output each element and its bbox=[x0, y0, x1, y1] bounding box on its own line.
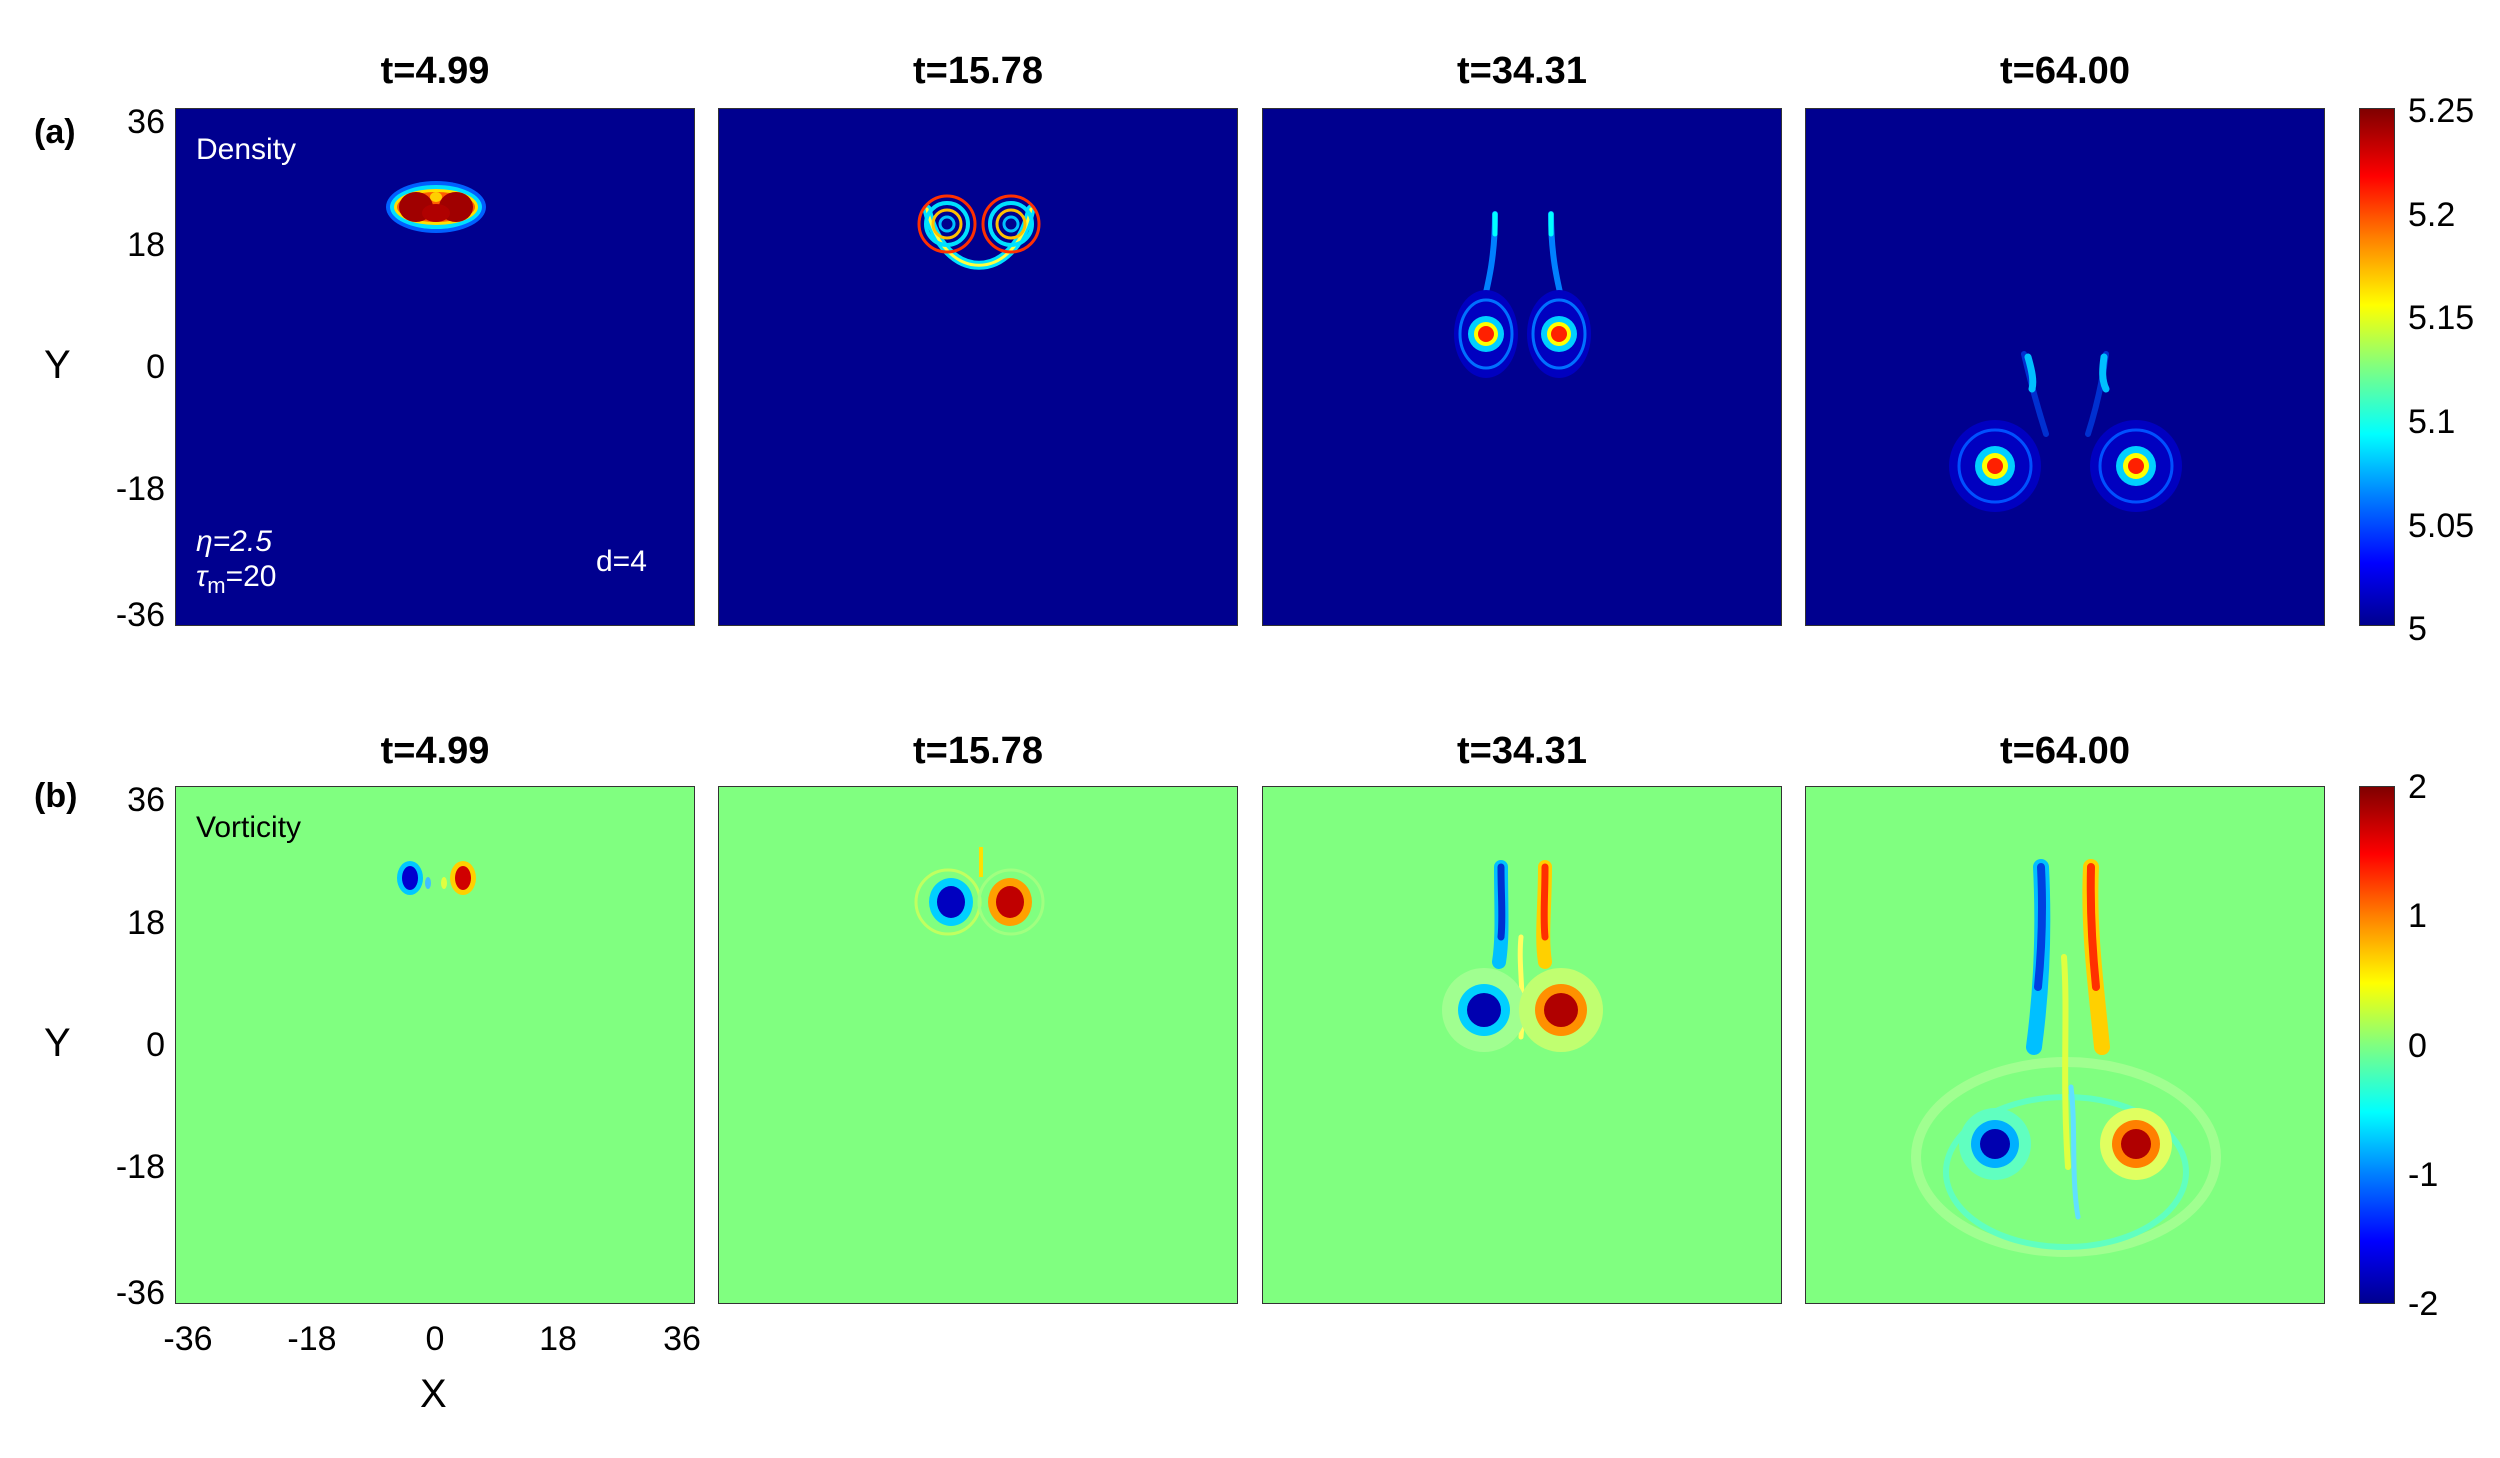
xtick-0: 0 bbox=[425, 1320, 445, 1358]
vorticity-panel-4 bbox=[1805, 786, 2325, 1304]
cbar-b-tick-2: 0 bbox=[2408, 1027, 2427, 1065]
cbar-b-tick-3: -1 bbox=[2408, 1156, 2439, 1194]
cbar-b-tick-1: 1 bbox=[2408, 897, 2427, 935]
param-tau: τm=20 bbox=[196, 560, 277, 598]
density-dipole-blob bbox=[386, 181, 486, 233]
density-spiral-arms bbox=[917, 194, 1041, 270]
density-heatmap-4 bbox=[1806, 109, 2324, 625]
ytick-b-36: 36 bbox=[127, 781, 165, 819]
vorticity-wake-4 bbox=[1911, 859, 2221, 1257]
panel-title-a1: t=4.99 bbox=[380, 50, 490, 92]
vorticity-panel-2 bbox=[718, 786, 1238, 1304]
row-b-label: (b) bbox=[34, 777, 78, 815]
xtick-m18: -18 bbox=[287, 1320, 337, 1358]
ytick-b-18: 18 bbox=[127, 904, 165, 942]
density-colorbar bbox=[2359, 108, 2395, 626]
vorticity-pair-2 bbox=[929, 847, 1032, 926]
density-vortex-right-late bbox=[2090, 420, 2182, 512]
vorticity-heatmap-2 bbox=[719, 787, 1237, 1303]
density-panel-3 bbox=[1262, 108, 1782, 626]
ylabel-b: Y bbox=[44, 1021, 71, 1065]
density-heatmap-2 bbox=[719, 109, 1237, 625]
ytick-b-m18: -18 bbox=[115, 1148, 165, 1186]
density-panel-1 bbox=[175, 108, 695, 626]
ytick-b-0: 0 bbox=[146, 1026, 165, 1064]
panel-title-b1: t=4.99 bbox=[380, 730, 490, 772]
ytick-a-36: 36 bbox=[127, 103, 165, 141]
cbar-a-tick-1: 5.2 bbox=[2408, 196, 2456, 234]
xtick-36: 36 bbox=[663, 1320, 701, 1358]
panel-title-b4: t=64.00 bbox=[2000, 730, 2130, 772]
vorticity-pair-3 bbox=[1442, 968, 1603, 1052]
cbar-a-tick-0: 5.25 bbox=[2408, 92, 2475, 130]
row-a-label: (a) bbox=[34, 113, 76, 151]
vorticity-pair-4 bbox=[1959, 1108, 2172, 1180]
cbar-a-tick-2: 5.15 bbox=[2408, 299, 2475, 337]
ytick-a-0: 0 bbox=[146, 348, 165, 386]
density-vortex-left bbox=[1454, 290, 1518, 378]
vorticity-colorbar bbox=[2359, 786, 2395, 1304]
cbar-b-tick-0: 2 bbox=[2408, 768, 2427, 806]
vorticity-panel-1 bbox=[175, 786, 695, 1304]
cbar-a-tick-3: 5.1 bbox=[2408, 403, 2456, 441]
ytick-a-m18: -18 bbox=[115, 470, 165, 508]
ytick-a-18: 18 bbox=[127, 226, 165, 264]
panel-title-b2: t=15.78 bbox=[913, 730, 1043, 772]
field-label-density: Density bbox=[196, 133, 297, 166]
density-vortex-right bbox=[1527, 290, 1591, 378]
density-short-tails bbox=[2021, 351, 2110, 437]
xlabel: X bbox=[420, 1372, 447, 1416]
density-panel-2 bbox=[718, 108, 1238, 626]
density-panel-4 bbox=[1805, 108, 2325, 626]
ytick-b-m36: -36 bbox=[115, 1274, 165, 1312]
panel-title-a2: t=15.78 bbox=[913, 50, 1043, 92]
xtick-18: 18 bbox=[539, 1320, 577, 1358]
cbar-b-tick-4: -2 bbox=[2408, 1285, 2439, 1323]
param-d: d=4 bbox=[596, 545, 647, 578]
cbar-a-tick-4: 5.05 bbox=[2408, 507, 2475, 545]
vorticity-heatmap-1 bbox=[176, 787, 694, 1303]
density-vortex-left-late bbox=[1949, 420, 2041, 512]
density-heatmap-3 bbox=[1263, 109, 1781, 625]
vorticity-heatmap-3 bbox=[1263, 787, 1781, 1303]
vorticity-heatmap-4 bbox=[1806, 787, 2324, 1303]
density-heatmap-1 bbox=[176, 109, 694, 625]
vorticity-panel-3 bbox=[1262, 786, 1782, 1304]
ytick-a-m36: -36 bbox=[115, 596, 165, 634]
ylabel-a: Y bbox=[44, 343, 71, 387]
panel-title-b3: t=34.31 bbox=[1457, 730, 1587, 772]
panel-title-a3: t=34.31 bbox=[1457, 50, 1587, 92]
field-label-vorticity: Vorticity bbox=[196, 811, 302, 844]
param-eta: η=2.5 bbox=[196, 525, 272, 558]
vorticity-pair-1 bbox=[397, 861, 476, 895]
vorticity-rings-2 bbox=[914, 868, 1045, 936]
xtick-m36: -36 bbox=[163, 1320, 213, 1358]
cbar-a-tick-5: 5 bbox=[2408, 610, 2427, 648]
panel-title-a4: t=64.00 bbox=[2000, 50, 2130, 92]
